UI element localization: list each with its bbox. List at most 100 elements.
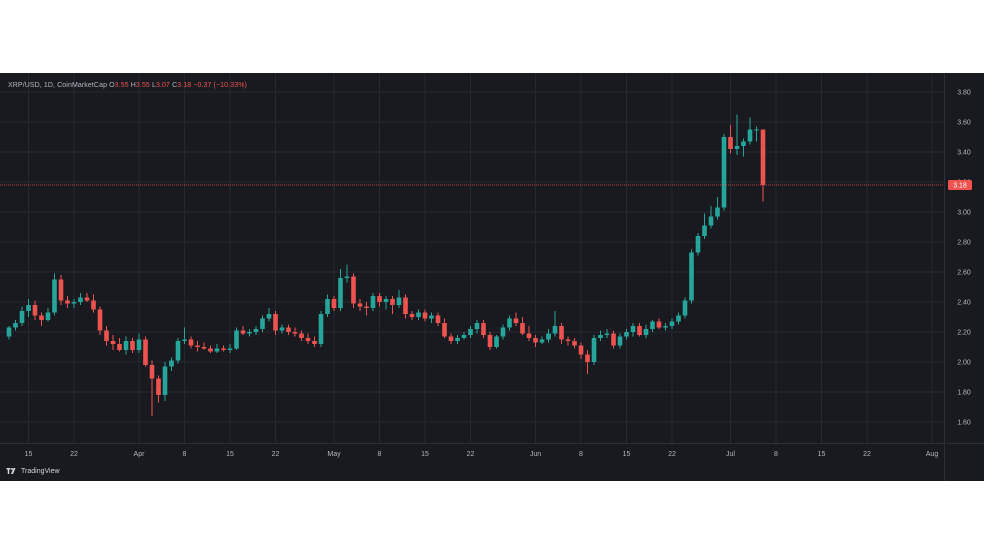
candle-body — [247, 332, 252, 334]
candle-body — [123, 341, 129, 350]
last-price-badge — [948, 180, 972, 190]
candle-body — [318, 314, 324, 344]
candle-body — [39, 315, 44, 320]
legend-open-value: 3.55 — [114, 82, 129, 89]
candle-body — [370, 296, 376, 308]
candle-body — [364, 306, 369, 308]
candle-body — [442, 323, 447, 337]
candle-body — [409, 314, 415, 317]
candle-body — [390, 299, 395, 305]
candle-body — [26, 305, 31, 311]
candle-body — [143, 339, 148, 365]
candle-body — [377, 296, 382, 302]
y-tick-label: 3.60 — [957, 120, 971, 127]
candle-body — [338, 278, 343, 308]
candle-body — [487, 335, 493, 347]
candle-body — [13, 323, 18, 328]
legend-high-value: 3.55 — [135, 82, 150, 89]
x-tick-label: 22 — [467, 451, 475, 458]
y-tick-label: 1.60 — [957, 420, 971, 427]
candle-body — [507, 318, 512, 328]
candle-body — [637, 326, 642, 335]
candle-body — [494, 336, 499, 347]
candle-body — [195, 345, 200, 347]
tradingview-branding[interactable]: TradingView — [6, 465, 60, 477]
y-tick-label: 2.80 — [957, 240, 971, 247]
candle-body — [526, 333, 532, 338]
tradingview-brand-text: TradingView — [21, 467, 60, 475]
candle-body — [760, 129, 766, 185]
candle-body — [643, 329, 649, 335]
candle-body — [468, 329, 473, 335]
y-tick-label: 3.00 — [957, 210, 971, 217]
candle-body — [78, 297, 83, 302]
candle-body — [585, 354, 590, 362]
candle-body — [676, 315, 681, 322]
candle-body — [572, 341, 577, 346]
candle-body — [435, 315, 441, 323]
candle-body — [591, 338, 597, 362]
candle-body — [565, 339, 571, 341]
candle-body — [91, 300, 96, 310]
candle-body — [611, 333, 616, 346]
candle-body — [104, 330, 109, 341]
candle-body — [208, 348, 213, 352]
legend-symbol[interactable]: XRP/USD, 1D, CoinMarketCap — [8, 82, 108, 89]
candle-body — [546, 333, 551, 340]
candle-body — [299, 333, 304, 338]
candle-body — [58, 279, 64, 301]
candle-body — [97, 309, 103, 331]
candle-body — [617, 336, 623, 346]
candle-body — [513, 318, 519, 323]
candle-body — [455, 338, 460, 341]
legend-open-label: O — [109, 82, 115, 89]
candle-body — [234, 330, 239, 349]
candle-body — [663, 326, 668, 328]
candle-body — [630, 326, 636, 332]
x-tick-label: 8 — [183, 451, 187, 458]
candle-body — [650, 321, 655, 329]
candle-body — [45, 312, 51, 320]
x-tick-label: 22 — [668, 451, 676, 458]
candle-body — [481, 323, 486, 335]
candle-body — [689, 252, 694, 301]
candle-body — [84, 297, 90, 301]
last-price-label: 3.18 — [953, 183, 967, 190]
candle-body — [533, 338, 538, 343]
candle-body — [331, 299, 337, 308]
x-tick-label: 15 — [818, 451, 826, 458]
x-tick-label: 15 — [226, 451, 234, 458]
candle-body — [169, 360, 174, 367]
candle-body — [598, 335, 603, 338]
candle-body — [227, 348, 233, 350]
candle-body — [682, 300, 688, 316]
legend-close-label: C — [172, 82, 178, 89]
x-tick-label: 8 — [774, 451, 778, 458]
candle-body — [253, 329, 259, 332]
candle-body — [474, 323, 480, 329]
x-tick-label: 15 — [25, 451, 33, 458]
candle-body — [552, 326, 558, 334]
candle-body — [396, 297, 402, 305]
candle-body — [273, 314, 278, 331]
candle-body — [695, 236, 701, 253]
x-tick-label: Aug — [926, 451, 939, 458]
candle-body — [110, 341, 116, 344]
candle-body — [728, 137, 733, 149]
candle-body — [182, 339, 187, 341]
candle-body — [747, 129, 753, 142]
x-tick-label: 22 — [863, 451, 871, 458]
candle-body — [260, 318, 265, 329]
candle-body — [448, 336, 454, 341]
candle-body — [734, 146, 740, 149]
candle-body — [351, 276, 356, 304]
x-tick-label: 15 — [623, 451, 631, 458]
candlestick-chart[interactable]: 1.601.802.002.202.402.602.803.003.203.40… — [0, 73, 984, 481]
candle-body — [715, 207, 720, 217]
candle-body — [71, 302, 77, 304]
candle-body — [19, 311, 25, 323]
candle-body — [604, 333, 610, 335]
x-tick-label: Jul — [726, 451, 735, 458]
candle-body — [721, 137, 727, 208]
candle-body — [162, 366, 168, 395]
